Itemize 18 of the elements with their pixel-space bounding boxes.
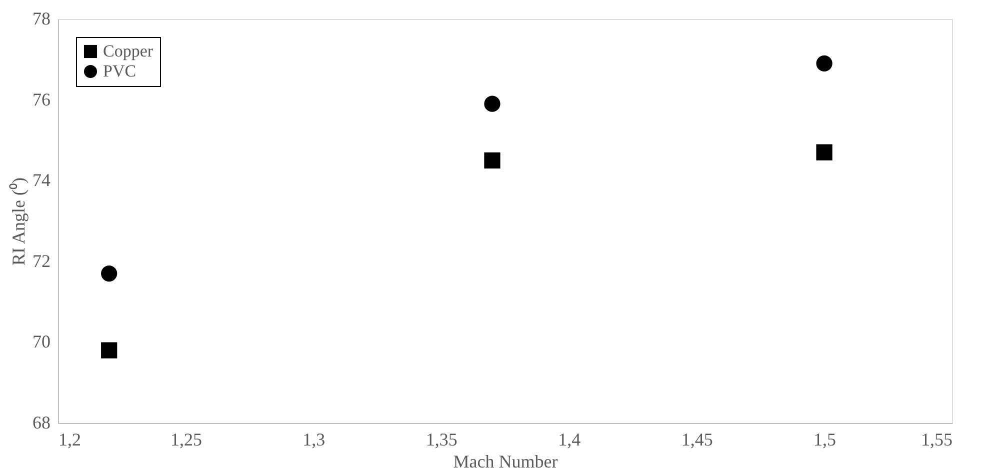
x-tick-label: 1,55: [921, 430, 952, 450]
x-tick-label: 1,35: [426, 430, 458, 450]
x-tick-label: 1,45: [681, 430, 713, 450]
y-tick-label: 76: [32, 89, 50, 110]
x-axis-title: Mach Number: [453, 452, 558, 472]
x-tick-label: 1,3: [302, 430, 326, 450]
y-tick-label: 78: [32, 8, 50, 28]
legend-label: Copper: [103, 42, 154, 60]
y-tick-label: 74: [32, 170, 50, 190]
x-tick-label: 1,4: [558, 430, 581, 450]
legend-label: PVC: [103, 62, 136, 80]
x-tick-label: 1,2: [58, 430, 81, 450]
y-axis-title: RI Angle (⁰): [8, 178, 28, 266]
y-tick-label: 72: [32, 250, 50, 271]
y-tick-label: 68: [32, 412, 50, 432]
x-tick-label: 1,25: [170, 430, 202, 450]
y-tick-label: 70: [32, 332, 50, 352]
x-tick-label: 1,5: [814, 430, 836, 450]
